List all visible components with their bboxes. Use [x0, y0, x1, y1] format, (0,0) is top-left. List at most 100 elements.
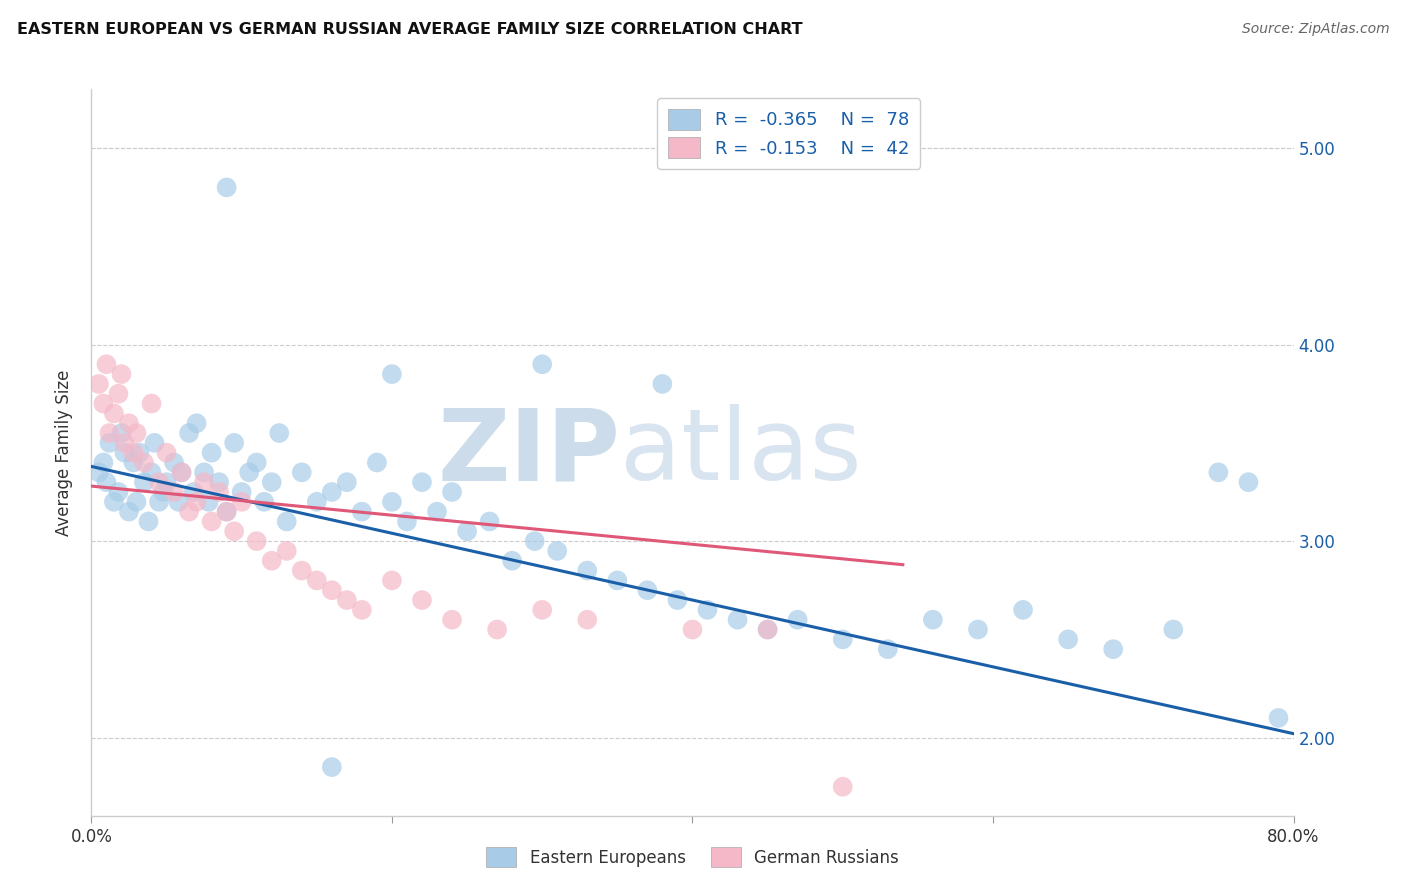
Point: [336, 593, 359, 607]
Point: [456, 524, 478, 539]
Point: [395, 515, 418, 529]
Point: [138, 515, 160, 529]
Point: [155, 445, 177, 460]
Point: [231, 485, 253, 500]
Point: [276, 515, 298, 529]
Point: [411, 475, 433, 490]
Point: [756, 623, 779, 637]
Point: [831, 632, 853, 647]
Point: [269, 425, 291, 440]
Point: [523, 534, 546, 549]
Point: [876, 642, 898, 657]
Point: [381, 574, 404, 588]
Point: [141, 466, 163, 480]
Point: [114, 435, 136, 450]
Point: [350, 603, 373, 617]
Point: [411, 593, 433, 607]
Point: [576, 564, 599, 578]
Point: [1161, 623, 1184, 637]
Point: [103, 406, 125, 420]
Point: [122, 456, 145, 470]
Point: [636, 583, 658, 598]
Point: [696, 603, 718, 617]
Point: [148, 495, 170, 509]
Point: [107, 386, 129, 401]
Point: [193, 475, 215, 490]
Legend: Eastern Europeans, German Russians: Eastern Europeans, German Russians: [479, 840, 905, 873]
Point: [478, 515, 501, 529]
Point: [148, 475, 170, 490]
Point: [118, 505, 141, 519]
Point: [366, 456, 388, 470]
Point: [98, 425, 121, 440]
Point: [186, 495, 208, 509]
Point: [183, 485, 205, 500]
Point: [93, 456, 115, 470]
Point: [440, 613, 463, 627]
Point: [651, 376, 673, 391]
Text: ZIP: ZIP: [437, 404, 620, 501]
Point: [576, 613, 599, 627]
Point: [305, 574, 328, 588]
Point: [1057, 632, 1080, 647]
Point: [152, 485, 174, 500]
Point: [291, 466, 314, 480]
Point: [967, 623, 990, 637]
Y-axis label: Average Family Size: Average Family Size: [55, 369, 73, 536]
Point: [1102, 642, 1125, 657]
Point: [381, 495, 404, 509]
Point: [201, 515, 224, 529]
Point: [167, 495, 190, 509]
Point: [193, 466, 215, 480]
Point: [260, 554, 283, 568]
Point: [1267, 711, 1289, 725]
Point: [110, 367, 132, 381]
Point: [132, 475, 155, 490]
Point: [666, 593, 689, 607]
Point: [786, 613, 808, 627]
Point: [1208, 466, 1230, 480]
Point: [260, 475, 283, 490]
Point: [681, 623, 703, 637]
Point: [215, 180, 238, 194]
Point: [125, 425, 148, 440]
Text: atlas: atlas: [620, 404, 862, 501]
Point: [305, 495, 328, 509]
Point: [276, 544, 298, 558]
Point: [246, 534, 269, 549]
Point: [756, 623, 779, 637]
Point: [110, 425, 132, 440]
Point: [922, 613, 945, 627]
Point: [163, 456, 186, 470]
Point: [321, 485, 343, 500]
Point: [727, 613, 749, 627]
Point: [381, 367, 404, 381]
Point: [143, 435, 166, 450]
Point: [253, 495, 276, 509]
Point: [231, 495, 253, 509]
Point: [501, 554, 523, 568]
Point: [87, 376, 110, 391]
Point: [87, 466, 110, 480]
Point: [197, 495, 219, 509]
Point: [531, 357, 554, 371]
Point: [170, 466, 193, 480]
Point: [96, 357, 118, 371]
Point: [1012, 603, 1035, 617]
Point: [215, 505, 238, 519]
Point: [546, 544, 568, 558]
Point: [141, 396, 163, 410]
Point: [122, 445, 145, 460]
Point: [125, 495, 148, 509]
Point: [531, 603, 554, 617]
Point: [321, 760, 343, 774]
Point: [336, 475, 359, 490]
Point: [215, 505, 238, 519]
Point: [321, 583, 343, 598]
Point: [177, 505, 200, 519]
Point: [208, 485, 231, 500]
Point: [440, 485, 463, 500]
Point: [114, 445, 136, 460]
Point: [170, 466, 193, 480]
Point: [1237, 475, 1260, 490]
